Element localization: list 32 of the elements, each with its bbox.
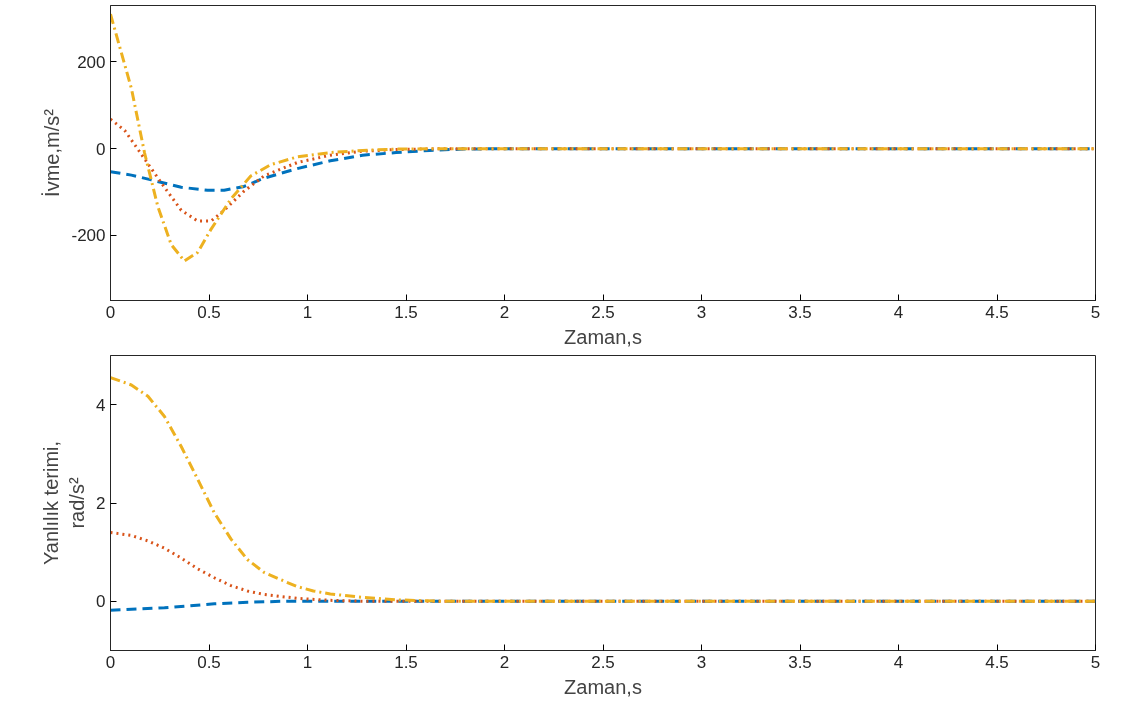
y-tick-label: 2 (96, 494, 106, 513)
x-tick-label: 2 (499, 302, 510, 322)
x-tick-label: 3.5 (788, 652, 812, 672)
x-tick-label: 5 (1090, 652, 1101, 672)
line-series (110, 376, 1096, 603)
x-tick-label: 4 (893, 302, 904, 322)
x-tick-label: 1 (302, 652, 313, 672)
line-series (110, 12, 1096, 263)
y-tick-label: 4 (96, 395, 106, 415)
x-axis-title: Zaman,s (564, 675, 642, 698)
x-tick-label: 0.5 (197, 302, 221, 322)
x-tick-label: 3 (696, 302, 707, 322)
x-tick-label: 2.5 (591, 652, 615, 672)
x-tick-label: 2 (499, 652, 510, 672)
x-tick-label: 1.5 (394, 652, 418, 672)
x-tick-label: 0.5 (197, 652, 221, 672)
x-tick-label: 4 (893, 652, 904, 672)
y-tick-label: 0 (96, 139, 106, 159)
x-tick-label: 4.5 (985, 652, 1009, 672)
y-tick-label: -200 (71, 226, 106, 246)
y-tick-label: 200 (77, 52, 106, 72)
x-tick-label: 3.5 (788, 302, 812, 322)
y-axis-title: İvme,m/s² (41, 108, 64, 197)
x-tick-label: 1.5 (394, 302, 418, 322)
y-axis-title: Yanlılık terimi, rad/s² (39, 440, 89, 566)
x-tick-label: 1 (302, 302, 313, 322)
y-tick-label: 0 (96, 592, 106, 612)
x-axis-title: Zaman,s (564, 325, 642, 348)
x-tick-label: 5 (1090, 302, 1101, 322)
x-tick-label: 3 (696, 652, 707, 672)
x-tick-label: 2.5 (591, 302, 615, 322)
x-tick-label: 4.5 (985, 302, 1009, 322)
